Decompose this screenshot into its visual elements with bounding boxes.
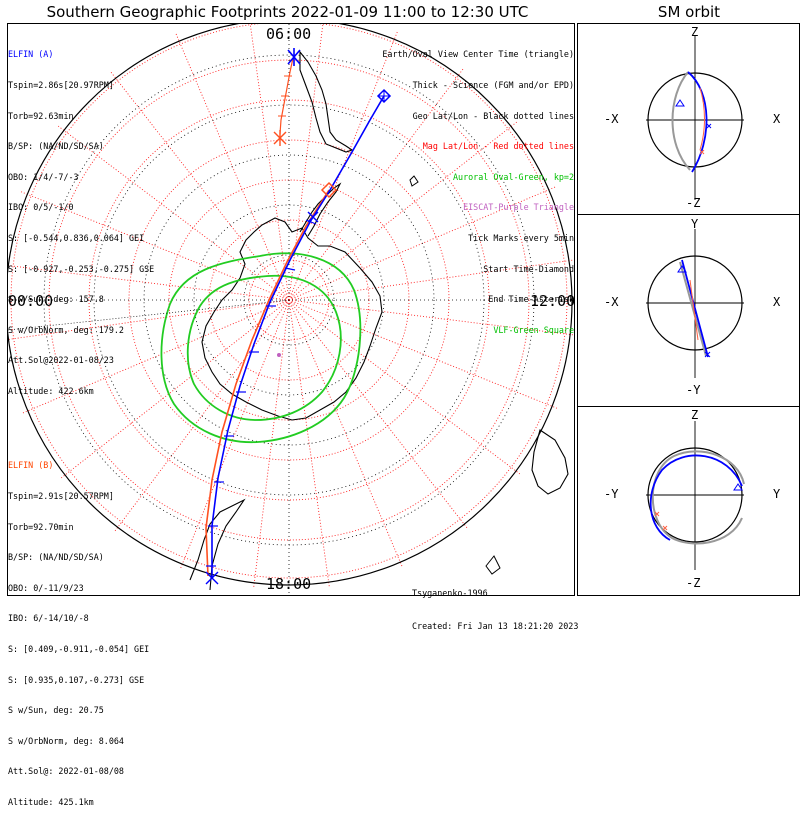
- time-label-right: 12:00: [530, 292, 576, 310]
- elfin-a-line: S: [-0.544,0.836,0.064] GEI: [8, 232, 145, 243]
- sm2-bottom-label: -Y: [686, 383, 701, 397]
- mag-longitude-line: [288, 259, 574, 301]
- sm-panel-3: [646, 421, 745, 570]
- auroral-oval-outer: [160, 252, 362, 444]
- legend-item: Thick - Science (FGM and/or EPD): [412, 80, 574, 90]
- sm3-top-label: Z: [691, 408, 699, 422]
- sm1-top-label: Z: [691, 25, 699, 39]
- mag-longitude-line: [288, 299, 468, 529]
- legend-item: Earth/Oval View Center Time (triangle): [382, 49, 574, 60]
- sm1-left-label: -X: [604, 112, 619, 126]
- sm-panel-1: [646, 36, 744, 200]
- elfin-b-line: S w/OrbNorm, deg: 8.064: [8, 735, 124, 746]
- elfin-b-info: ELFIN (B) Tspin=2.91s[20.57RPM] Torb=92.…: [8, 440, 149, 817]
- sm2-top-label: Y: [691, 217, 699, 231]
- mag-longitude-line: [253, 299, 290, 588]
- elfin-b-end-asterisk: [273, 130, 287, 146]
- mag-longitude-line: [60, 299, 290, 479]
- mag-longitude-line: [288, 299, 521, 475]
- elfin-b-line: S w/Sun, deg: 20.75: [8, 705, 104, 716]
- legend-item: VLF-Green Square: [493, 324, 574, 335]
- elfin-a-line: S: [-0.927,-0.253,-0.275] GSE: [8, 263, 155, 274]
- legend-item: EISCAT-Purple Triangle: [463, 202, 574, 213]
- mag-longitude-line: [249, 24, 290, 301]
- elfin-a-track: [211, 95, 385, 578]
- mag-longitude-line: [21, 299, 290, 414]
- view-center-point: [277, 353, 281, 357]
- elfin-b-line: IBO: 6/-14/10/-8: [8, 613, 89, 624]
- sm1-right-label: X: [773, 112, 781, 126]
- peninsula-coastline: [299, 182, 342, 237]
- sm2-left-label: -X: [604, 295, 619, 309]
- elfin-a-line: B/SP: (NA/ND/SD/SA): [8, 141, 104, 152]
- sm3-bottom-label: -Z: [686, 576, 701, 590]
- horizon-circle: [8, 24, 573, 586]
- elfin-a-line: S w/Sun, deg: 157.8: [8, 294, 104, 305]
- legend-item: Geo Lat/Lon - Black dotted lines: [412, 110, 574, 121]
- elfin-a-line: IBO: 0/5/-1/0: [8, 202, 74, 213]
- sm-orbit-title: SM orbit: [657, 3, 721, 21]
- mag-longitude-line: [114, 299, 290, 532]
- sm1-bottom-label: -Z: [686, 196, 701, 210]
- elfin-a-mark: [307, 211, 319, 223]
- elfin-b-line: Tspin=2.91s[20.57RPM]: [8, 491, 114, 501]
- elfin-b-track: [205, 189, 330, 577]
- elfin-a-line: Torb=92.63min: [8, 110, 74, 121]
- elfin-b-line: Att.Sol@: 2022-01-08/08: [8, 766, 124, 777]
- mag-longitude-line: [288, 299, 559, 410]
- elfin-a-info: ELFIN (A) Tspin=2.86s[20.97RPM] Torb=92.…: [8, 29, 154, 406]
- legend-item: End Time-Asterisk: [488, 294, 574, 305]
- created-label: Created: Fri Jan 13 18:21:20 2023: [412, 621, 579, 631]
- mag-longitude-line: [288, 121, 518, 301]
- sm3-left-label: -Y: [604, 487, 619, 501]
- elfin-b-line: B/SP: (NA/ND/SD/SA): [8, 552, 104, 563]
- elfin-a-asterisk-bottom: [205, 571, 219, 585]
- south-america-coastline: [299, 50, 354, 153]
- sm2-right-label: X: [773, 295, 781, 309]
- australia-coastline: [531, 429, 569, 495]
- geo-grid: [8, 24, 574, 595]
- legend: Earth/Oval View Center Time (triangle) T…: [382, 29, 574, 345]
- legend-item: Auroral Oval-Green, kp=2: [452, 171, 574, 182]
- elfin-a-line: Altitude: 422.6km: [8, 385, 94, 396]
- plot-title: Southern Geographic Footprints 2022-01-0…: [46, 3, 529, 21]
- mag-longitude-line: [288, 299, 403, 568]
- mag-longitude-line: [288, 299, 330, 588]
- sm3-right-label: Y: [773, 487, 781, 501]
- mag-longitude-line: [8, 265, 290, 301]
- mag-longitude-line: [288, 299, 574, 336]
- legend-item: Start Time-Diamond: [483, 263, 574, 274]
- elfin-b-tick-marks: [278, 75, 292, 117]
- model-label: Tsyganenko-1996: [412, 588, 488, 598]
- sm-panel-2: [646, 229, 744, 378]
- elfin-a-line: OBO: 1/4/-7/-3: [8, 171, 79, 182]
- elfin-b-line: OBO: 0/-11/9/23: [8, 582, 84, 593]
- elfin-a-tick-marks: [206, 219, 317, 567]
- elfin-b-line: S: [0.409,-0.911,-0.054] GEI: [8, 643, 150, 654]
- elfin-a-name: ELFIN (A): [8, 49, 54, 60]
- credit: Tsyganenko-1996 Created: Fri Jan 13 18:2…: [412, 566, 578, 643]
- elfin-b-line: Torb=92.70min: [8, 521, 74, 532]
- time-label-top: 06:00: [266, 25, 312, 43]
- elfin-b-line: Altitude: 425.1km: [8, 796, 94, 807]
- mag-longitude-line: [110, 71, 290, 301]
- elfin-b-name: ELFIN (B): [8, 460, 54, 471]
- time-label-bottom: 18:00: [266, 575, 312, 593]
- elfin-b-line: S: [0.935,0.107,-0.273] GSE: [8, 674, 145, 685]
- legend-item: Mag Lat/Lon - Red dotted lines: [422, 141, 574, 152]
- elfin-a-line: S w/OrbNorm, deg: 179.2: [8, 324, 124, 335]
- time-label-left: 00:00: [8, 292, 54, 310]
- africa-coastline: [189, 498, 246, 591]
- elfin-a-end-asterisk: [287, 48, 301, 66]
- elfin-a-line: Tspin=2.86s[20.97RPM]: [8, 80, 114, 90]
- antarctica-coastline: [201, 217, 383, 421]
- mag-longitude-line: [179, 299, 290, 570]
- elfin-a-line: Att.Sol@2022-01-08/23: [8, 355, 114, 366]
- elfin-b-start-diamond: [320, 181, 338, 199]
- mag-longitude-line: [19, 190, 290, 301]
- auroral-oval-inner: [186, 274, 342, 421]
- mag-longitude-line: [8, 299, 290, 340]
- legend-item: Tick Marks every 5min: [468, 232, 574, 243]
